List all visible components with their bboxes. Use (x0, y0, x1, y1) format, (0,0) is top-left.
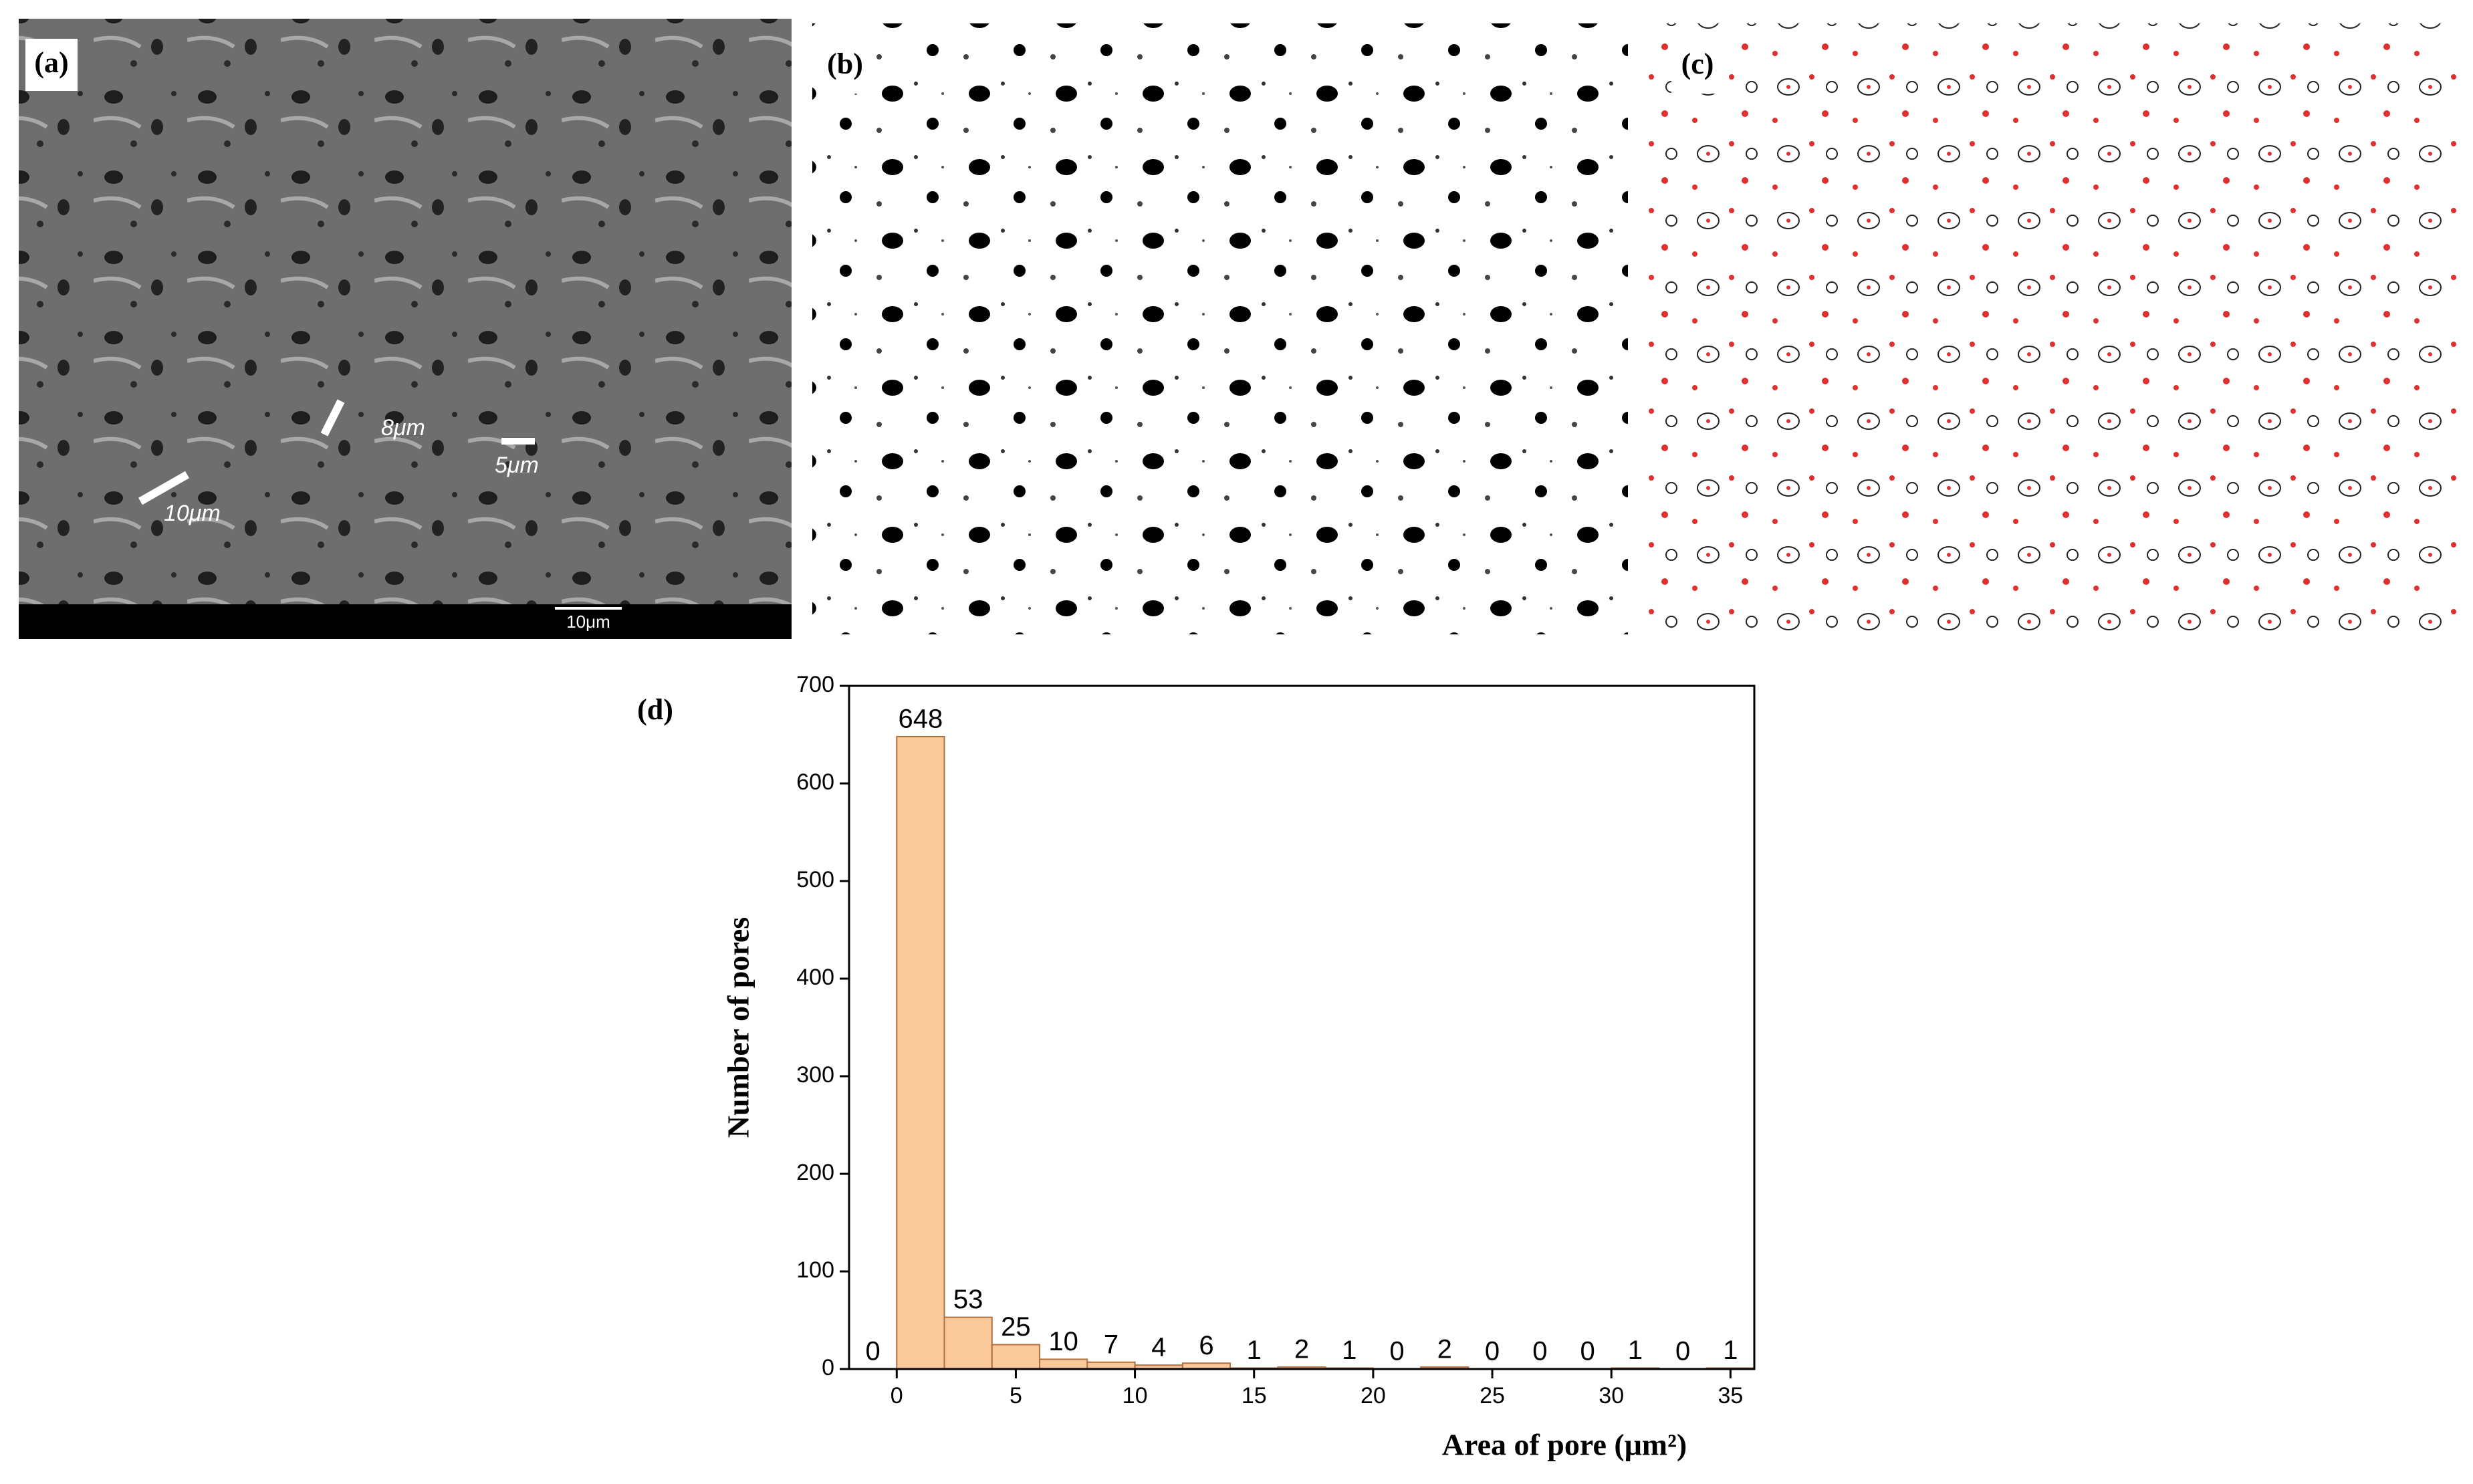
x-tick-label: 25 (1480, 1383, 1505, 1408)
data-label: 0 (1580, 1337, 1595, 1366)
data-label: 0 (866, 1337, 880, 1366)
data-label: 25 (1001, 1312, 1031, 1342)
bar (896, 735, 945, 1370)
data-label: 53 (953, 1285, 983, 1314)
x-tick-label: 30 (1599, 1383, 1624, 1408)
panel-label: (c) (1681, 47, 1714, 80)
arrow (320, 399, 345, 437)
binary-image (812, 23, 1628, 634)
x-tick-label: 5 (1010, 1383, 1022, 1408)
data-label: 648 (899, 704, 943, 733)
data-label: 10 (1048, 1327, 1078, 1356)
data-label: 4 (1151, 1333, 1166, 1362)
data-label: 0 (1389, 1337, 1404, 1366)
x-tick-label: 20 (1361, 1383, 1386, 1408)
x-tick-label: 10 (1123, 1383, 1148, 1408)
panel-label-box (819, 41, 871, 94)
bar (1039, 1358, 1088, 1370)
plot-frame (848, 685, 1756, 1370)
arrow (138, 471, 189, 505)
panel-label-box (25, 39, 78, 91)
annotation: 10μm (164, 501, 221, 526)
data-label: 2 (1294, 1335, 1309, 1364)
y-tick-label: 500 (796, 867, 834, 892)
y-tick-label: 0 (822, 1355, 834, 1380)
panel-label: (b) (827, 47, 863, 80)
bar (943, 1316, 993, 1370)
panel-label: (d) (637, 693, 673, 726)
data-label: 7 (1104, 1330, 1118, 1359)
scale-strip (19, 604, 792, 639)
y-tick-label: 200 (796, 1160, 834, 1185)
panel-label: (a) (34, 46, 68, 79)
y-tick-label: 400 (796, 965, 834, 990)
y-tick-label: 600 (796, 769, 834, 795)
x-axis-label: Area of pore (μm²) (1442, 1428, 1687, 1462)
segmented-image (1645, 23, 2461, 634)
bar (1086, 1361, 1136, 1370)
panel-label-box (1671, 41, 1724, 94)
data-label: 0 (1485, 1337, 1500, 1366)
y-tick-label: 300 (796, 1062, 834, 1088)
bar (991, 1344, 1041, 1370)
data-label: 1 (1628, 1336, 1643, 1365)
x-tick-label: 35 (1718, 1383, 1743, 1408)
data-label: 6 (1199, 1331, 1213, 1360)
data-label: 0 (1675, 1337, 1690, 1366)
y-tick-label: 100 (796, 1257, 834, 1283)
data-label: 1 (1342, 1336, 1357, 1365)
data-label: 1 (1247, 1336, 1262, 1365)
data-label: 1 (1723, 1336, 1738, 1365)
x-tick-label: 15 (1242, 1383, 1267, 1408)
y-axis-label: Number of pores (721, 917, 755, 1138)
scale-bar-label: 10μm (566, 612, 610, 632)
data-label: 0 (1532, 1337, 1547, 1366)
annotation: 8μm (381, 415, 425, 441)
data-label: 2 (1437, 1335, 1452, 1364)
annotation: 5μm (495, 453, 539, 478)
x-tick-label: 0 (891, 1383, 903, 1408)
sem-image (19, 19, 792, 604)
y-tick-label: 700 (796, 672, 834, 697)
